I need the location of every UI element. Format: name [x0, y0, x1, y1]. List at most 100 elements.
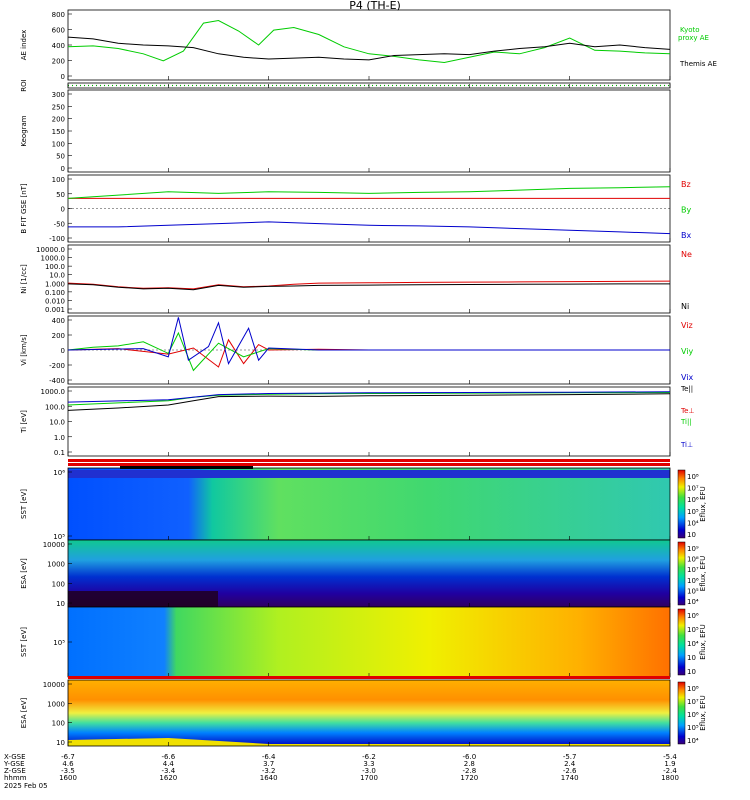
temp-legend-item: Te||: [680, 385, 693, 393]
b_fgs-ytick: 50: [56, 191, 65, 199]
velocity-ytick: 400: [52, 317, 65, 325]
sst_ion-ylabel: SST [eV]: [20, 627, 28, 657]
b_fgs-series-by: [68, 187, 670, 199]
sst_ion-colorbar-tick: 10⁵: [687, 626, 699, 634]
density-ytick: 0.001: [45, 306, 65, 314]
sst_electron-ylabel: SST [eV]: [20, 489, 28, 519]
panel-ae_index: 800 600 400 200 0 AE index Kyotoproxy AE Themis…: [20, 10, 717, 81]
temperature-ytick: 10.0: [49, 419, 65, 427]
panel-temperature: 1000.0 100.0 10.0 1.0 0.1 Ti [eV] Te|| Te⊥ Ti|| T…: [20, 385, 695, 457]
velocity-ytick: 200: [52, 332, 65, 340]
separator-bar-ion: [68, 676, 670, 679]
esa_ion-colorbar-tick: 10⁶: [687, 711, 699, 719]
keogram-ytick: 250: [52, 103, 65, 111]
velocity-legend-item: Vix: [681, 373, 694, 382]
sst_ion-colorbar: [678, 609, 685, 675]
esa_electron-colorbar-tick: 10⁸: [687, 556, 699, 564]
b_fgs-ytick: -100: [49, 235, 65, 243]
sst_ion-colorbar-tick: 10⁴: [687, 640, 699, 648]
velocity-legend-item: Viy: [681, 347, 694, 356]
keogram-ytick: 200: [52, 116, 65, 124]
sst_electron-colorbar-label: Eflux, EFU: [699, 486, 707, 521]
density-ytick: 1.000: [45, 280, 65, 288]
esa_electron-ytick: 10000: [43, 541, 65, 549]
esa_electron-colorbar-tick: 10⁹: [687, 545, 699, 553]
axis-hhmm-value: 1800: [661, 774, 679, 782]
density-ytick: 10.0: [49, 272, 65, 280]
esa_electron-ytick: 1000: [47, 561, 65, 569]
esa_electron-ytick: 100: [52, 580, 65, 588]
temperature-ytick: 1.0: [54, 434, 65, 442]
axis-row-label: 2025 Feb 05: [4, 782, 48, 790]
panel-sst_ion: 10⁶10⁵10⁴10⁳10⁲Eflux, EFU10⁵SST [eV]: [20, 607, 707, 677]
sst_electron-colorbar-tick: 10⁵: [687, 508, 699, 516]
roi-ylabel: ROI: [20, 79, 28, 91]
density-legend-item: Ni: [681, 302, 689, 311]
sst_ion-colorbar-label: Eflux, EFU: [699, 624, 707, 659]
panel-velocity: 400 200 0 -200 -400 Vi [km/s] Viz Viy Vix: [20, 316, 694, 385]
esa_ion-colorbar-tick: 10⁴: [687, 737, 699, 745]
ae-legend-themis: Themis AE: [679, 60, 717, 68]
density-ytick: 100.0: [45, 263, 65, 271]
ae_index-ytick: 600: [52, 27, 65, 35]
esa-electron-low-band: [68, 591, 218, 607]
panel-sst_electron: 10⁸10⁷10⁶10⁵10⁴10⁳Eflux, EFU10⁶10⁵SST [e…: [20, 468, 707, 541]
axis-hhmm-value: 1720: [460, 774, 478, 782]
sst_ion-colorbar-tick: 10⁲: [687, 668, 696, 676]
keogram-ytick: 50: [56, 153, 65, 161]
sst-electron-top-band: [68, 470, 670, 478]
sst_electron-ytick: 10⁵: [53, 533, 65, 541]
sst_electron-colorbar-tick: 10⁸: [687, 473, 699, 481]
b_fgs-legend-item: Bz: [681, 180, 691, 189]
temperature-ytick: 100.0: [45, 403, 65, 411]
esa_ion-spectrogram: [68, 680, 670, 746]
mode-indicator-bar: [120, 466, 253, 469]
separator-bar-gap: [68, 462, 670, 463]
velocity-series-viy: [68, 333, 670, 370]
esa_ion-colorbar-label: Eflux, EFU: [699, 695, 707, 730]
sst_electron-colorbar-tick: 10⁷: [687, 485, 699, 493]
keogram-ytick: 0: [61, 165, 65, 173]
velocity-series-vix: [68, 317, 670, 363]
axis-hhmm-value: 1620: [159, 774, 177, 782]
esa_ion-ytick: 10000: [43, 681, 65, 689]
density-ytick: 0.010: [45, 297, 65, 305]
esa_electron-colorbar-tick: 10⁷: [687, 566, 699, 574]
esa_electron-colorbar-tick: 10⁴: [687, 598, 699, 606]
b_fgs-ytick: 0: [61, 206, 65, 214]
panel-b_fgs: 100500-50-100B FIT GSE [nT] BzByBx: [20, 175, 691, 243]
ae_index-series-kyoto-proxy-ae: [68, 21, 670, 63]
velocity-ylabel: Vi [km/s]: [20, 334, 28, 365]
temperature-ytick: 0.1: [54, 449, 65, 457]
velocity-legend-item: Viz: [681, 321, 693, 330]
esa_ion-ytick: 100: [52, 720, 65, 728]
sst_electron-colorbar-tick: 10⁳: [687, 531, 696, 539]
axis-row-label: hhmm: [4, 774, 27, 782]
temperature-ytick: 1000.0: [41, 388, 66, 396]
keogram-ylabel: Keogram: [20, 115, 28, 146]
esa_ion-ytick: 10: [56, 739, 65, 747]
panel-esa_ion: 10⁸ 10⁷ 10⁶ 10⁵ 10⁴Eflux, EFU 10000 1000 100 10 E…: [20, 680, 707, 747]
sst_electron-ytick: 10⁶: [53, 469, 65, 477]
temp-legend-item: Ti||: [680, 418, 692, 426]
ae-legend-kyoto: Kyoto: [680, 26, 700, 34]
density-series-ni: [68, 284, 670, 290]
temp-legend-item: Te⊥: [680, 407, 695, 415]
esa_electron-colorbar-tick: 10⁶: [687, 577, 699, 585]
velocity-ytick: -400: [49, 377, 65, 385]
separator-bar-upper: [68, 459, 670, 462]
esa_ion-colorbar-tick: 10⁸: [687, 685, 699, 693]
panel-keogram: 300 250 200 150 100 50 0 Keogram: [20, 90, 670, 173]
keogram-ytick: 150: [52, 128, 65, 136]
esa_ion-colorbar-tick: 10⁵: [687, 724, 699, 732]
b_fgs-ytick: -50: [54, 220, 65, 228]
ae_index-ytick: 800: [52, 11, 65, 19]
esa_ion-ylabel: ESA [eV]: [20, 697, 28, 728]
keogram-ytick: 100: [52, 140, 65, 148]
velocity-ytick: 0: [61, 347, 65, 355]
keogram-ytick: 300: [52, 91, 65, 99]
sst_electron-colorbar: [678, 470, 685, 538]
ae-legend-proxy: proxy AE: [678, 34, 709, 42]
b_fgs-ylabel: B FIT GSE [nT]: [20, 183, 28, 234]
ae_index-ytick: 200: [52, 58, 65, 66]
